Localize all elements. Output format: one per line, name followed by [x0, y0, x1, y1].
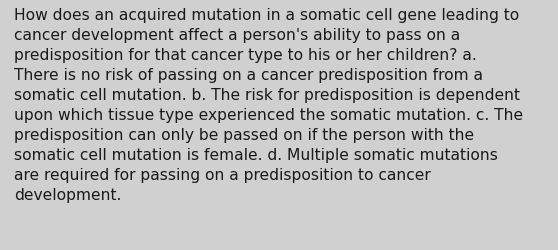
- Text: How does an acquired mutation in a somatic cell gene leading to
cancer developme: How does an acquired mutation in a somat…: [14, 8, 523, 202]
